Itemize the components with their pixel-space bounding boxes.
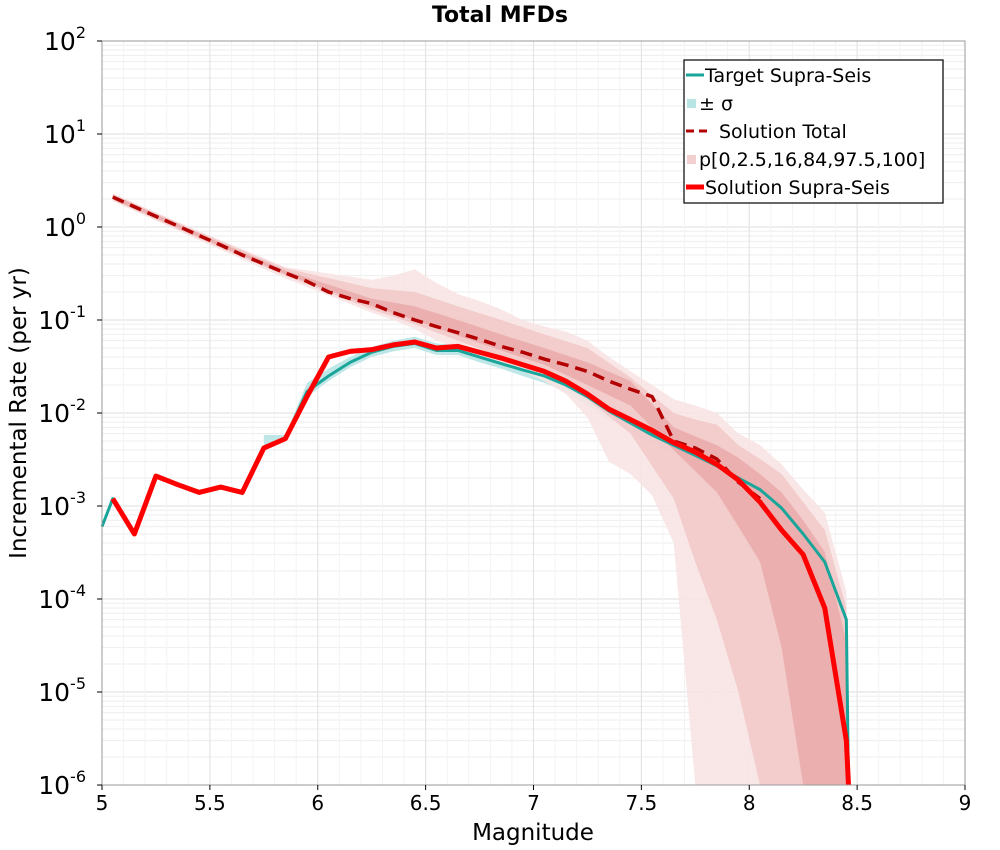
legend-item-3-label: Solution Total: [719, 121, 847, 143]
series-solution-total: [112, 195, 762, 501]
y-tick-label: 10-4: [38, 581, 86, 614]
y-tick-label: 10-1: [38, 302, 86, 335]
x-tick-label: 9: [959, 791, 972, 815]
legend-item-4-label: p[0,2.5,16,84,97.5,100]: [699, 149, 925, 171]
legend-frame: [683, 59, 944, 204]
x-axis-ticks: 5 5.5 6 6.5 7 7.5 8 8.5 9: [96, 785, 972, 815]
y-tick-label: 100: [44, 209, 86, 242]
legend-item-1-label: Target Supra-Seis: [704, 65, 871, 87]
x-axis-label: Magnitude: [472, 820, 594, 846]
x-tick-label: 6.5: [410, 791, 442, 815]
x-tick-label: 5: [96, 791, 109, 815]
y-tick-label: 10-3: [38, 488, 86, 521]
x-tick-label: 7: [527, 791, 540, 815]
legend-item-2-label: ± σ: [699, 93, 733, 115]
y-tick-label: 10-2: [38, 395, 86, 428]
series-solution-supra-seis: [110, 339, 851, 786]
y-axis-ticks: 102 101 100 10-1 10-2 10-3 10-4 10-5 10-6: [38, 23, 102, 800]
legend-item-5-label: Solution Supra-Seis: [705, 177, 890, 199]
y-tick-label: 101: [44, 116, 86, 149]
x-tick-label: 7.5: [625, 791, 657, 815]
x-tick-label: 8: [743, 791, 756, 815]
x-tick-label: 6: [311, 791, 324, 815]
legend-item-2-swatch: [687, 99, 696, 108]
x-tick-label: 5.5: [194, 791, 226, 815]
y-tick-label: 102: [44, 23, 86, 56]
x-tick-label: 8.5: [841, 791, 873, 815]
band-p-2-5-97-5-: [112, 194, 847, 786]
series-lines: [100, 195, 851, 786]
legend-item-4-swatch: [687, 155, 696, 164]
legend: Target Supra-Seis ± σ Solution Total p[0,2.…: [683, 59, 944, 204]
percentile-bands: [112, 193, 847, 786]
y-tick-label: 10-6: [38, 767, 86, 800]
y-axis-label: Incremental Rate (per yr): [6, 267, 32, 559]
y-tick-label: 10-5: [38, 674, 86, 707]
chart-title: Total MFDs: [432, 3, 568, 28]
